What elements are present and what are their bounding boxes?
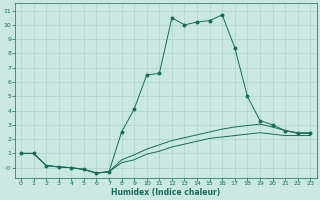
- X-axis label: Humidex (Indice chaleur): Humidex (Indice chaleur): [111, 188, 220, 197]
